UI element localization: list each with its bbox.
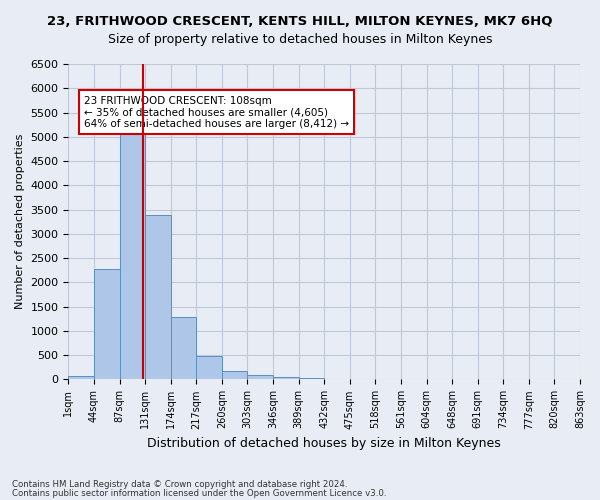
Bar (68, 376, 94, 380)
Bar (273, 377, 299, 380)
Text: 23 FRITHWOOD CRESCENT: 108sqm
← 35% of detached houses are smaller (4,605)
64% o: 23 FRITHWOOD CRESCENT: 108sqm ← 35% of d… (84, 96, 349, 128)
X-axis label: Distribution of detached houses by size in Milton Keynes: Distribution of detached houses by size … (148, 437, 501, 450)
Text: Contains HM Land Registry data © Crown copyright and database right 2024.: Contains HM Land Registry data © Crown c… (12, 480, 347, 489)
Bar (171, 317, 196, 380)
Bar (145, 216, 171, 380)
Bar (247, 375, 273, 380)
Text: Contains public sector information licensed under the Open Government Licence v3: Contains public sector information licen… (12, 488, 386, 498)
Bar (119, 116, 145, 380)
Bar (324, 378, 350, 380)
Bar (196, 356, 222, 380)
Bar (222, 372, 247, 380)
Text: 23, FRITHWOOD CRESCENT, KENTS HILL, MILTON KEYNES, MK7 6HQ: 23, FRITHWOOD CRESCENT, KENTS HILL, MILT… (47, 15, 553, 28)
Bar (94, 269, 119, 380)
Text: Size of property relative to detached houses in Milton Keynes: Size of property relative to detached ho… (108, 32, 492, 46)
Y-axis label: Number of detached properties: Number of detached properties (15, 134, 25, 310)
Bar (299, 378, 324, 380)
